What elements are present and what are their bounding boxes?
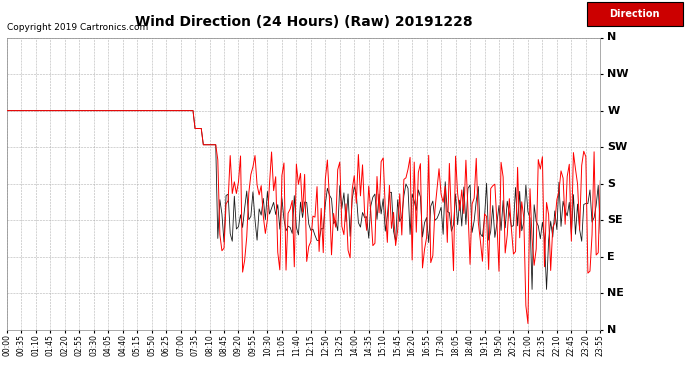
Text: NW: NW <box>607 69 629 79</box>
Text: S: S <box>607 179 615 189</box>
Text: SW: SW <box>607 142 627 152</box>
Text: Copyright 2019 Cartronics.com: Copyright 2019 Cartronics.com <box>7 22 148 32</box>
Text: N: N <box>607 325 616 335</box>
Text: W: W <box>607 106 620 116</box>
Text: SE: SE <box>607 215 623 225</box>
Text: N: N <box>607 33 616 42</box>
Text: NE: NE <box>607 288 624 298</box>
Text: E: E <box>607 252 615 262</box>
Text: Direction: Direction <box>609 9 660 19</box>
Text: Wind Direction (24 Hours) (Raw) 20191228: Wind Direction (24 Hours) (Raw) 20191228 <box>135 15 473 29</box>
